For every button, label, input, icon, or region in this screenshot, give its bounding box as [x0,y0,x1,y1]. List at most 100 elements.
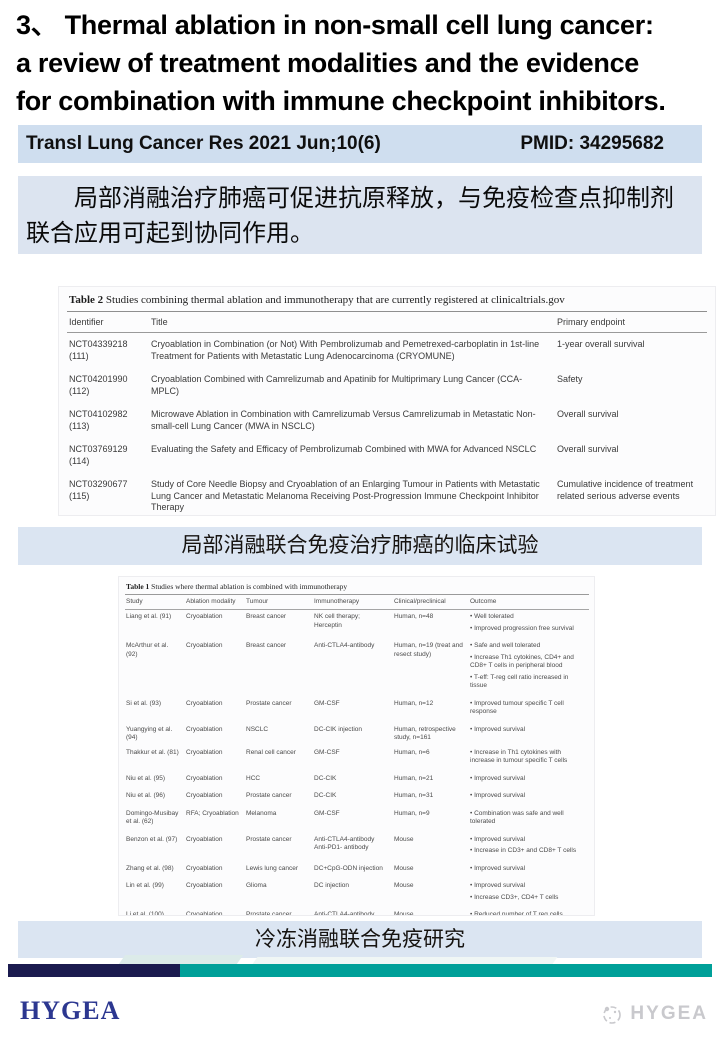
table1-col-immunotherapy: Immunotherapy [313,594,393,610]
t1-study-cell: Benzon et al. (97) [126,835,178,843]
table2-row: NCT03290677 (115) Study of Core Needle Bio… [67,473,707,515]
table1-col-tumour: Tumour [245,594,313,610]
t1-modality-cell: Cryoablation [186,748,223,756]
table1-col-outcome: Outcome [469,594,589,610]
footer-accent-lighter [252,957,558,964]
t2-title-cell: Cryoablation Combined with Camrelizumab … [151,374,523,396]
t1-tumour-cell: Breast cancer [246,642,287,649]
t1-study-cell: Yuangying et al. (94) [126,725,173,742]
t1-study-cell: McArthur et al. (92) [126,642,169,658]
t1-modality-cell: Cryoablation [186,882,223,889]
t2-title-cell: Microwave Ablation in Combination with C… [151,409,536,431]
table1-row: Domingo-Musibay et al. (62) RFA; Cryoabla… [125,807,589,833]
t1-tumour-cell: Prostate cancer [246,835,292,843]
t1-outcome-cell: • Improved survival • Increase in CD3+ an… [470,835,577,855]
t1-study-cell: Niu et al. (96) [126,792,166,799]
page-title-line-3: for combination with immune checkpoint i… [16,86,666,116]
t1-modality-cell: Cryoablation [186,911,223,916]
table1-row: Niu et al. (96) Cryoablation Prostate canc… [125,789,589,807]
table1-figure: Table 1 Studies where thermal ablation i… [118,576,595,916]
t1-clinical-cell: Mouse [394,911,414,916]
t1-modality-cell: Cryoablation [186,774,223,782]
hygea-watermark: HYGEA [600,1002,708,1026]
t1-outcome-cell: • Improved survival [470,864,526,872]
footer-accent-light [118,955,244,964]
t1-immunotherapy-cell: GM-CSF [314,699,340,707]
table2-caption-text: Studies combining thermal ablation and i… [105,294,565,306]
t2-identifier-cell: NCT03769129 (114) [69,444,128,466]
t1-outcome-cell: • Improved survival [470,792,526,799]
reference-bar: Transl Lung Cancer Res 2021 Jun;10(6) PM… [18,125,702,163]
table2-row: NCT04102982 (113) Microwave Ablation in Co… [67,403,707,438]
table2-caption: Table 2 Studies combining thermal ablati… [69,294,707,306]
t1-outcome-cell: • Improved survival [470,725,526,733]
t1-study-cell: Liang et al. (91) [126,613,172,620]
t1-study-cell: Lin et al. (99) [126,882,164,889]
journal-citation: Transl Lung Cancer Res 2021 Jun;10(6) [26,133,381,154]
t1-tumour-cell: HCC [246,774,261,782]
t1-immunotherapy-cell: DC injection [314,882,350,889]
t1-outcome-cell: • Combination was safe and well tolerate… [470,809,564,826]
t1-study-cell: Niu et al. (95) [126,774,166,782]
t1-clinical-cell: Human, n=48 [394,613,434,620]
t1-clinical-cell: Human, n=19 (treat and resect study) [394,642,463,658]
t1-tumour-cell: Prostate cancer [246,911,292,916]
t2-endpoint-cell: Overall survival [557,409,619,419]
t1-immunotherapy-cell: Anti-CTLA4-antibody Anti-PD1- antibody [314,835,375,852]
t1-immunotherapy-cell: GM-CSF [314,748,340,756]
t1-tumour-cell: NSCLC [246,725,269,733]
abstract-bar: 局部消融治疗肺癌可促进抗原释放，与免疫检查点抑制剂联合应用可起到协同作用。 [18,176,702,254]
abstract-text-cn: 局部消融治疗肺癌可促进抗原释放，与免疫检查点抑制剂联合应用可起到协同作用。 [26,185,674,247]
t1-modality-cell: Cryoablation [186,792,223,799]
table2-col-title: Title [149,311,555,333]
table2: Identifier Title Primary endpoint NCT043… [67,311,707,515]
table2-col-endpoint: Primary endpoint [555,311,707,333]
hygea-logo-text: HYGEA [20,996,121,1025]
t1-clinical-cell: Human, n=6 [394,748,430,756]
t1-immunotherapy-cell: NK cell therapy; Herceptin [314,613,360,629]
table1-row: Li et al. (100) Cryoablation Prostate canc… [125,908,589,916]
t1-clinical-cell: Human, n=9 [394,809,430,817]
t1-immunotherapy-cell: GM-CSF [314,809,340,817]
t1-immunotherapy-cell: Anti-CTLA4-antibody [314,642,375,649]
t2-title-cell: Study of Core Needle Biopsy and Cryoabla… [151,479,540,512]
t2-endpoint-cell: Cumulative incidence of treatment relate… [557,479,694,501]
table1-label: Table 1 [126,582,150,591]
table2-label: Table 2 [69,294,104,306]
table1: Study Ablation modality Tumour Immunothe… [125,594,589,916]
t2-identifier-cell: NCT04102982 (113) [69,409,128,431]
t1-outcome-cell: • Improved tumour specific T cell respon… [470,699,564,716]
table1-row: Liang et al. (91) Cryoablation Breast canc… [125,610,589,640]
page-title: 3、 Thermal ablation in non-small cell lu… [16,6,716,120]
t1-modality-cell: Cryoablation [186,699,223,707]
t1-modality-cell: RFA; Cryoablation [186,809,239,817]
page-title-line-2: a review of treatment modalities and the… [16,48,640,78]
hygea-watermark-text: HYGEA [630,1003,708,1024]
t2-identifier-cell: NCT04339218 (111) [69,339,128,361]
table2-col-identifier: Identifier [67,311,149,333]
t1-study-cell: Si et al. (93) [126,699,162,707]
table1-header-row: Study Ablation modality Tumour Immunothe… [125,594,589,610]
t1-outcome-cell: • Safe and well tolerated • Increase Th1 … [470,642,574,689]
t1-immunotherapy-cell: DC-CIK [314,792,337,799]
t1-clinical-cell: Mouse [394,835,414,843]
table1-row: Thakkur et al. (81) Cryoablation Renal cel… [125,746,589,772]
hygea-globe-icon [600,1002,624,1026]
t1-clinical-cell: Human, n=31 [394,792,434,799]
t1-immunotherapy-cell: DC+CpG-ODN injection [314,864,383,872]
table1-row: Benzon et al. (97) Cryoablation Prostate c… [125,833,589,862]
table1-col-modality: Ablation modality [185,594,245,610]
table1-row: Si et al. (93) Cryoablation Prostate cance… [125,697,589,723]
table1-col-study: Study [125,594,185,610]
t1-clinical-cell: Human, retrospective study, n=161 [394,725,456,742]
table2-row: NCT04339218 (111) Cryoablation in Combinat… [67,333,707,369]
t1-tumour-cell: Renal cell cancer [246,748,296,756]
table2-header-row: Identifier Title Primary endpoint [67,311,707,333]
table2-row: NCT04201990 (112) Cryoablation Combined wi… [67,368,707,403]
pmid-text: PMID: 34295682 [520,133,664,154]
banner-cryo-immune: 冷冻消融联合免疫研究 [18,921,702,958]
page-title-line-1: 3、 Thermal ablation in non-small cell lu… [16,10,654,40]
t1-clinical-cell: Mouse [394,882,414,889]
t2-identifier-cell: NCT03290677 (115) [69,479,128,501]
t1-tumour-cell: Lewis lung cancer [246,864,299,872]
